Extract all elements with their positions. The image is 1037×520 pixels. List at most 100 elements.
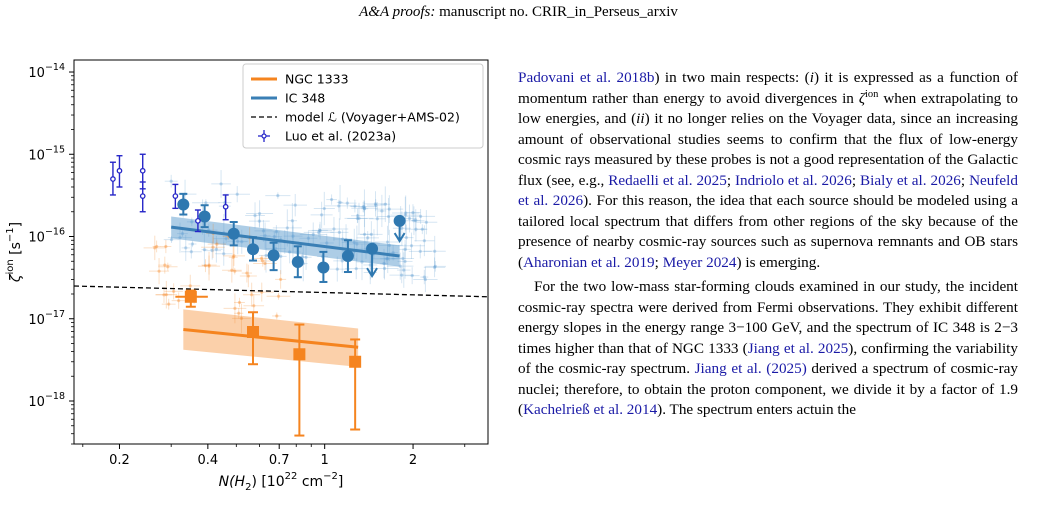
ic348-sample-point	[257, 219, 261, 223]
ic348-sample-point	[329, 197, 334, 202]
ic348-sample-point	[355, 216, 360, 221]
ic348-point-9	[393, 214, 406, 227]
ic348-sample-point	[400, 273, 404, 277]
ic348-sample-point	[236, 239, 240, 243]
ic348-sample-point	[189, 250, 193, 254]
luo-point-0	[110, 176, 116, 182]
ngc1333-sample-point	[233, 306, 237, 310]
ngc1333-sample-point	[246, 274, 250, 278]
legend-label: IC 348	[285, 91, 325, 106]
ic348-sample-point	[235, 192, 239, 196]
ic348-sample-point	[410, 274, 414, 278]
citation-aharonian[interactable]: Aharonian et al. 2019	[523, 253, 655, 271]
citation-bialy[interactable]: Bialy et al. 2026	[860, 171, 961, 189]
citation-jiang[interactable]: Jiang et al. 2025	[747, 339, 849, 357]
luo-point-2	[139, 167, 146, 174]
ic348-sample-point	[290, 219, 294, 223]
luo-point-5	[195, 218, 201, 224]
x-tick-label: 0.7	[269, 453, 290, 468]
ic348-sample-point	[360, 260, 364, 264]
ic348-sample-point	[332, 227, 336, 231]
ngc1333-sample-point	[232, 254, 236, 258]
ic348-sample-point	[340, 259, 344, 263]
x-tick-label: 0.2	[109, 453, 130, 468]
ic348-sample-point	[433, 249, 437, 253]
legend-swatch	[261, 133, 267, 139]
ngc1333-sample-point	[279, 277, 283, 281]
ic348-sample-point	[414, 218, 418, 223]
ic348-sample-point	[190, 242, 195, 246]
legend-box	[242, 63, 484, 149]
ic348-sample-point	[304, 255, 308, 259]
ngc1333-sample-point	[164, 244, 168, 249]
ic348-sample-point	[420, 227, 424, 231]
ic348-sample-point	[224, 237, 228, 241]
running-header: A&A proofs: manuscript no. CRIR_in_Perse…	[0, 4, 1037, 21]
y-tick-label: 10−14	[28, 62, 65, 81]
figure-crir-vs-column-density: 0.2 0.4 0.7 1 2 10−18 10−17 10−16 10−15 10−14 N(H2…	[0, 52, 500, 520]
ic348-point-7	[341, 249, 354, 262]
ic348-sample-point	[357, 216, 361, 220]
ic348-sample-point	[385, 257, 389, 261]
ic348-point-6	[317, 261, 330, 274]
legend-label: Luo et al. (2023a)	[285, 129, 396, 144]
body-text-column: Padovani et al. 2018b) in two main respe…	[518, 68, 1018, 421]
ngc1333-sample-point	[250, 293, 254, 297]
manuscript-id: manuscript no. CRIR_in_Perseus_arxiv	[435, 4, 678, 20]
ngc1333-sample-point	[211, 245, 215, 249]
ic348-point-1	[198, 210, 211, 223]
ic348-sample-point	[276, 193, 280, 198]
ic348-sample-point	[402, 268, 406, 272]
y-tick-label: 10−15	[28, 144, 65, 163]
ic348-sample-point	[414, 227, 418, 231]
citation-padovani[interactable]: Padovani et al. 2018b	[518, 69, 655, 86]
ic348-sample-point	[352, 240, 356, 244]
paragraph-2: For the two low-mass star-forming clouds…	[518, 278, 1018, 418]
ngc1333-point-0	[184, 290, 197, 303]
ic348-sample-point	[353, 204, 357, 208]
ngc1333-sample-point	[215, 242, 219, 246]
ngc1333-point-2	[293, 348, 306, 361]
ic348-sample-point	[341, 237, 345, 241]
ic348-sample-point	[401, 256, 405, 261]
ic348-sample-point	[325, 241, 329, 245]
citation-indriolo[interactable]: Indriolo et al. 2026	[735, 171, 852, 189]
ic348-sample-point	[391, 251, 395, 255]
ic348-sample-point	[210, 248, 214, 253]
ngc1333-sample-point	[239, 316, 244, 320]
ic348-sample-point	[433, 264, 437, 268]
ngc1333-sample-point	[231, 255, 235, 259]
x-axis-label: N(H2) [1022 cm−2]	[219, 471, 344, 493]
citation-redaelli[interactable]: Redaelli et al. 2025	[608, 171, 727, 189]
ic348-sample-point	[422, 275, 426, 279]
ic348-point-0	[177, 198, 190, 211]
ic348-sample-point	[311, 232, 315, 237]
ngc1333-sample-point	[230, 268, 234, 272]
y-tick-label: 10−18	[28, 391, 65, 410]
ngc1333-point-1	[247, 326, 260, 339]
ic348-sample-point	[345, 201, 349, 205]
ic348-point-8	[366, 242, 379, 255]
citation-kachelriess[interactable]: Kachelrieß et al. 2014	[523, 401, 658, 418]
model-line	[73, 285, 489, 298]
ic348-sample-point	[204, 201, 208, 205]
ic348-sample-point	[169, 238, 174, 242]
ic348-sample-point	[418, 249, 422, 253]
citation-neufeld[interactable]: Neufeld et al. 2026	[518, 171, 1018, 210]
citation-meyer[interactable]: Meyer 2024	[662, 253, 737, 271]
ic348-sample-point	[385, 240, 390, 244]
ic348-sample-point	[354, 267, 358, 271]
ic348-sample-point	[317, 230, 321, 234]
ngc1333-sample-point	[263, 261, 267, 266]
ic348-sample-point	[382, 266, 387, 271]
ic348-sample-point	[382, 261, 386, 266]
ic348-fit-line	[170, 225, 400, 258]
ngc1333-sample-point	[164, 293, 168, 297]
citation-jiang-2[interactable]: Jiang et al. (2025)	[694, 360, 807, 377]
ngc1333-sample-point	[233, 269, 237, 273]
ic348-sample-point	[407, 216, 412, 221]
ngc1333-sample-point	[237, 311, 241, 315]
ic348-sample-point	[219, 182, 223, 186]
ic348-sample-point	[418, 214, 423, 219]
ngc1333-sample-point	[157, 269, 161, 273]
